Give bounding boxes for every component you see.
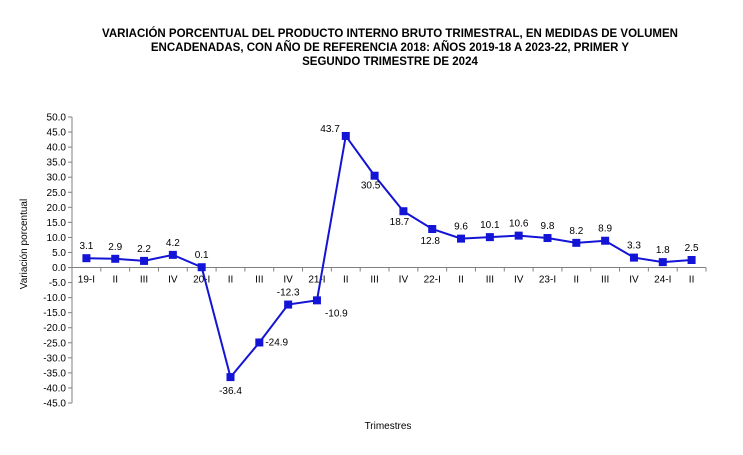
y-tick-label: -40.0 bbox=[43, 383, 66, 394]
x-tick-label: IV bbox=[283, 275, 293, 286]
x-tick-label: 21-I bbox=[308, 275, 325, 286]
data-point bbox=[399, 207, 408, 216]
data-label: 2.5 bbox=[685, 243, 699, 254]
series-line bbox=[86, 133, 692, 380]
data-point bbox=[370, 171, 379, 180]
chart-title-line-1: VARIACIÓN PORCENTUAL DEL PRODUCTO INTERN… bbox=[102, 28, 678, 40]
x-tick-label: II bbox=[343, 275, 349, 286]
data-point bbox=[428, 224, 437, 233]
y-tick-label: 35.0 bbox=[47, 158, 67, 169]
x-tick-label: 24-I bbox=[654, 275, 671, 286]
y-tick-label: 15.0 bbox=[47, 218, 67, 229]
y-tick-label: -15.0 bbox=[43, 308, 66, 319]
data-label: 9.8 bbox=[541, 221, 555, 232]
x-tick-label: 23-I bbox=[539, 275, 556, 286]
data-point bbox=[485, 233, 494, 242]
data-label: 12.8 bbox=[420, 236, 440, 247]
x-axis: 19-I II III IV 20-I II III IV 21-I II III IV 22-I II I… bbox=[71, 267, 707, 286]
x-tick-label: III bbox=[601, 275, 609, 286]
data-label: -36.4 bbox=[219, 386, 242, 397]
data-label: 43.7 bbox=[320, 124, 340, 135]
y-tick-label: 40.0 bbox=[47, 143, 67, 154]
data-point bbox=[687, 256, 696, 264]
chart-title-line-2: ENCADENADAS, CON AÑO DE REFERENCIA 2018:… bbox=[150, 42, 630, 54]
x-tick-label: IV bbox=[629, 275, 639, 286]
data-label: 2.2 bbox=[137, 244, 151, 255]
data-label: 10.1 bbox=[480, 220, 500, 231]
data-point bbox=[341, 131, 350, 140]
x-axis-title: Trimestres bbox=[365, 421, 412, 432]
x-tick-label: 20-I bbox=[193, 275, 210, 286]
data-point bbox=[572, 238, 581, 247]
data-label: 8.9 bbox=[598, 224, 612, 235]
series: 3.1 2.9 2.2 4.2 0.1 -36.4 -24.9 -12.3 -10.9 43.7 3… bbox=[79, 124, 699, 397]
chart-title: VARIACIÓN PORCENTUAL DEL PRODUCTO INTERN… bbox=[40, 27, 740, 69]
x-tick-label: III bbox=[370, 275, 378, 286]
data-label: 8.2 bbox=[569, 226, 583, 237]
x-tick-label: II bbox=[689, 275, 695, 286]
data-point bbox=[457, 234, 466, 243]
x-tick-label: II bbox=[458, 275, 464, 286]
data-label: 18.7 bbox=[390, 217, 410, 228]
x-tick-label: III bbox=[140, 275, 148, 286]
y-tick-label: 5.0 bbox=[52, 248, 66, 259]
data-label: 1.8 bbox=[656, 245, 670, 256]
y-tick-label: 20.0 bbox=[47, 203, 67, 214]
y-tick-label: 25.0 bbox=[47, 188, 67, 199]
data-point bbox=[197, 263, 206, 272]
data-label: 3.1 bbox=[79, 241, 93, 252]
x-tick-label: IV bbox=[168, 275, 178, 286]
x-tick-label: 22-I bbox=[424, 275, 441, 286]
x-tick-label: IV bbox=[514, 275, 524, 286]
y-tick-label: -30.0 bbox=[43, 353, 66, 364]
y-axis-title: Variación porcentual bbox=[19, 199, 30, 289]
data-point bbox=[658, 258, 667, 267]
data-label: 4.2 bbox=[166, 238, 180, 249]
y-axis: 50.0 45.0 40.0 35.0 30.0 25.0 20.0 15.0 10.0 5.0 0… bbox=[43, 113, 73, 410]
data-point bbox=[168, 250, 177, 259]
data-point bbox=[629, 253, 638, 262]
y-tick-label: 0.0 bbox=[52, 263, 66, 274]
data-point bbox=[284, 300, 293, 309]
data-label: -24.9 bbox=[265, 337, 288, 348]
data-point bbox=[111, 254, 120, 263]
data-point bbox=[514, 231, 523, 240]
y-tick-label: 50.0 bbox=[47, 113, 67, 124]
y-tick-label: 10.0 bbox=[47, 233, 67, 244]
data-point bbox=[226, 373, 235, 382]
y-tick-label: -25.0 bbox=[43, 338, 66, 349]
data-point bbox=[543, 234, 552, 243]
y-tick-label: -5.0 bbox=[49, 278, 67, 289]
x-tick-label: II bbox=[112, 275, 118, 286]
x-tick-label: 19-I bbox=[78, 275, 95, 286]
y-tick-label: 45.0 bbox=[47, 128, 67, 139]
data-point bbox=[312, 296, 321, 305]
y-tick-label: -10.0 bbox=[43, 293, 66, 304]
x-tick-label: III bbox=[255, 275, 263, 286]
y-tick-label: 30.0 bbox=[47, 173, 67, 184]
y-tick-label: -35.0 bbox=[43, 368, 66, 379]
x-tick-label: II bbox=[574, 275, 580, 286]
data-label: 10.6 bbox=[509, 219, 529, 230]
data-label: 30.5 bbox=[361, 181, 381, 192]
data-label: 0.1 bbox=[195, 250, 209, 261]
x-tick-label: III bbox=[486, 275, 494, 286]
y-tick-label: -45.0 bbox=[43, 399, 66, 410]
data-label: -10.9 bbox=[325, 308, 348, 319]
chart-title-line-3: SEGUNDO TRIMESTRE DE 2024 bbox=[302, 56, 478, 68]
data-label: 2.9 bbox=[108, 242, 122, 253]
data-label: 9.6 bbox=[454, 222, 468, 233]
data-label: -12.3 bbox=[277, 288, 300, 299]
x-tick-label: IV bbox=[399, 275, 409, 286]
data-point bbox=[601, 236, 610, 245]
data-point bbox=[255, 338, 264, 347]
data-point bbox=[82, 254, 91, 263]
x-tick-label: II bbox=[228, 275, 234, 286]
data-label: 3.3 bbox=[627, 241, 641, 252]
y-tick-label: -20.0 bbox=[43, 323, 66, 334]
data-point bbox=[140, 256, 149, 265]
